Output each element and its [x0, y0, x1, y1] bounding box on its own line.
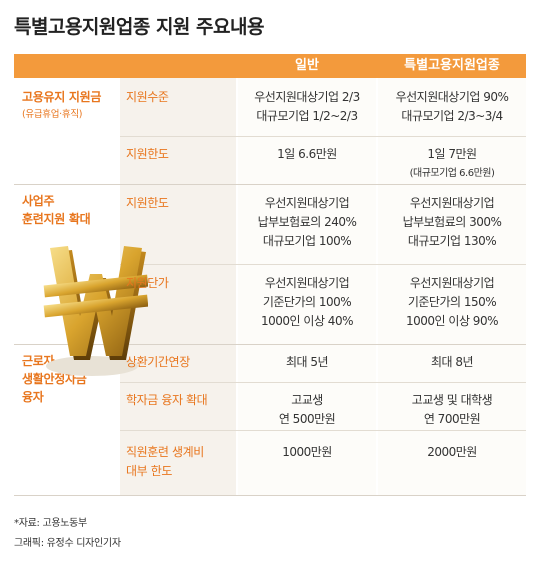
row-item-label: 지원단가: [126, 276, 169, 290]
general-cell: 1000만원: [238, 443, 376, 462]
section-title-line1: 근로자: [22, 354, 55, 368]
info-table: 일반 특별고용지원업종 고용유지 지원금 (유급휴업·휴직) 사업주 훈련지원 …: [14, 48, 526, 496]
section-title-line3: 융자: [22, 390, 44, 404]
general-column-bg: [238, 78, 376, 496]
cell-line: 납부보험료의 240%: [257, 215, 357, 229]
special-cell: 1일 7만원 (대규모기업 6.6만원): [378, 145, 526, 183]
cell-line: 기준단가의 100%: [262, 295, 352, 309]
cell-line: 우선지원대상기업: [409, 196, 495, 210]
special-cell: 우선지원대상기업 납부보험료의 300% 대규모기업 130%: [378, 194, 526, 251]
header-general: 일반: [295, 58, 319, 73]
section-title: 고용유지 지원금: [22, 90, 102, 104]
special-cell: 최대 8년: [378, 353, 526, 372]
section-title-line1: 사업주: [22, 194, 55, 208]
special-column-bg: [378, 78, 526, 496]
cell-line: 대규모기업 2/3~3/4: [401, 109, 503, 123]
cell-line: 우선지원대상기업: [264, 276, 350, 290]
cell-line: 고교생 및 대학생: [411, 393, 493, 407]
section-note: (유급휴업·휴직): [22, 109, 83, 120]
cell-line: 1일 7만원: [427, 147, 477, 161]
cell-line: 2000만원: [427, 445, 477, 459]
won-sign-coin-icon: [43, 246, 148, 376]
general-cell: 고교생 연 500만원: [238, 391, 376, 429]
row-item-label: 지원한도: [126, 196, 169, 210]
cell-line: 우선지원대상기업 90%: [395, 90, 509, 104]
section-title-line2: 훈련지원 확대: [22, 212, 91, 226]
general-cell: 1일 6.6만원: [238, 145, 376, 164]
cell-line: 대규모기업 130%: [407, 234, 497, 248]
cell-line: 1000인 이상 90%: [406, 314, 498, 328]
row-item-label: 직원훈련 생계비 대부 한도: [126, 443, 238, 481]
cell-line: 대규모기업 1/2~2/3: [256, 109, 358, 123]
general-cell: 최대 5년: [238, 353, 376, 372]
cell-line: 최대 8년: [430, 355, 474, 369]
item-line: 직원훈련 생계비: [126, 445, 204, 459]
cell-line: 1000만원: [282, 445, 332, 459]
source-note: *자료: 고용노동부: [14, 518, 87, 529]
header-special: 특별고용지원업종: [404, 58, 500, 73]
special-cell: 고교생 및 대학생 연 700만원: [378, 391, 526, 429]
section-employment-retention: 고용유지 지원금 (유급휴업·휴직): [22, 88, 101, 124]
item-line: 대부 한도: [126, 464, 172, 478]
cell-line: 우선지원대상기업: [264, 196, 350, 210]
section-divider: [14, 184, 526, 185]
row-divider: [120, 136, 526, 137]
row-divider: [120, 382, 526, 383]
cell-line: 우선지원대상기업: [409, 276, 495, 290]
row-item-label: 상환기간연장: [126, 355, 190, 369]
cell-line: 연 700만원: [423, 412, 481, 426]
cell-line: 연 500만원: [278, 412, 336, 426]
cell-line: 우선지원대상기업 2/3: [254, 90, 360, 104]
row-item-label: 지원수준: [126, 90, 169, 104]
section-training-support: 사업주 훈련지원 확대: [22, 192, 91, 228]
cell-line: 대규모기업 100%: [262, 234, 352, 248]
section-title-line2: 생활안정자금: [22, 372, 87, 386]
general-cell: 우선지원대상기업 납부보험료의 240% 대규모기업 100%: [238, 194, 376, 251]
page-title: 특별고용지원업종 지원 주요내용: [14, 16, 264, 38]
special-cell: 2000만원: [378, 443, 526, 462]
cell-line: 기준단가의 150%: [407, 295, 497, 309]
row-divider: [120, 430, 526, 431]
row-item-label: 지원한도: [126, 147, 169, 161]
row-divider: [120, 264, 526, 265]
graphic-credit: 그래픽: 유정수 디자인기자: [14, 538, 121, 549]
header-bar: [14, 54, 526, 78]
cell-line: 1000인 이상 40%: [261, 314, 353, 328]
cell-line: 최대 5년: [285, 355, 329, 369]
general-cell: 우선지원대상기업 기준단가의 100% 1000인 이상 40%: [238, 274, 376, 331]
general-cell: 우선지원대상기업 2/3 대규모기업 1/2~2/3: [238, 88, 376, 126]
cell-note: (대규모기업 6.6만원): [409, 168, 495, 179]
row-item-label: 학자금 융자 확대: [126, 393, 208, 407]
cell-line: 납부보험료의 300%: [402, 215, 502, 229]
cell-line: 1일 6.6만원: [277, 147, 337, 161]
cell-line: 고교생: [291, 393, 323, 407]
special-cell: 우선지원대상기업 기준단가의 150% 1000인 이상 90%: [378, 274, 526, 331]
special-cell: 우선지원대상기업 90% 대규모기업 2/3~3/4: [378, 88, 526, 126]
table-bottom-line: [14, 495, 526, 496]
section-divider: [14, 344, 526, 345]
section-worker-loan: 근로자 생활안정자금 융자: [22, 352, 87, 406]
